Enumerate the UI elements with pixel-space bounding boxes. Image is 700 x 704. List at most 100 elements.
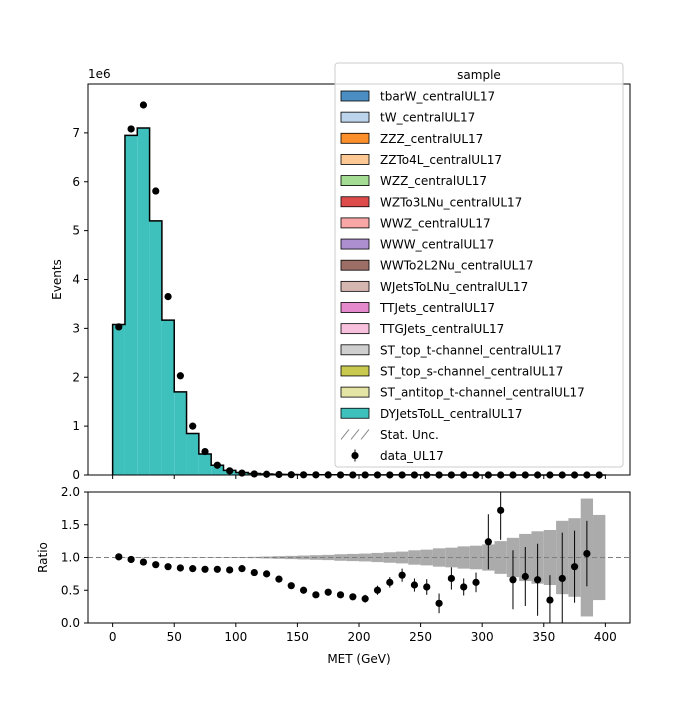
legend: sampletbarW_centralUL17tW_centralUL17ZZZ… <box>335 63 623 467</box>
legend-label: WJetsToLNu_centralUL17 <box>380 280 528 294</box>
legend-swatch <box>341 154 369 164</box>
ratio-x-tick-label: 250 <box>409 630 432 644</box>
ratio-point <box>472 579 479 586</box>
ratio-point <box>312 591 319 598</box>
legend-label: TTJets_centralUL17 <box>379 301 495 315</box>
ratio-point <box>128 556 135 563</box>
ratio-y-tick-label: 2.0 <box>61 485 80 499</box>
legend-label: WWTo2L2Nu_centralUL17 <box>380 259 534 273</box>
legend-label: tbarW_centralUL17 <box>380 90 495 104</box>
data-point <box>238 469 245 476</box>
ratio-point <box>275 576 282 583</box>
ratio-point <box>226 566 233 573</box>
data-point <box>251 470 258 477</box>
ratio-x-axis-label: MET (GeV) <box>327 652 390 666</box>
main-y-tick-label: 7 <box>72 126 80 140</box>
ratio-x-tick-label: 100 <box>224 630 247 644</box>
ratio-point <box>522 573 529 580</box>
main-y-offset-label: 1e6 <box>88 67 111 81</box>
histogram-bar <box>113 324 125 475</box>
ratio-x-tick-label: 350 <box>532 630 555 644</box>
data-point <box>226 467 233 474</box>
ratio-point <box>571 563 578 570</box>
ratio-point <box>374 587 381 594</box>
legend-label: DYJetsToLL_centralUL17 <box>380 407 522 421</box>
ratio-x-tick-label: 200 <box>348 630 371 644</box>
legend-swatch <box>341 260 369 270</box>
legend-entry: WWW_centralUL17 <box>341 238 494 252</box>
legend-entry: ZZTo4L_centralUL17 <box>341 153 502 167</box>
ratio-point <box>349 593 356 600</box>
legend-label: WWW_centralUL17 <box>380 238 494 252</box>
ratio-point <box>300 587 307 594</box>
legend-swatch <box>341 303 369 313</box>
ratio-point <box>263 570 270 577</box>
ratio-point <box>201 566 208 573</box>
histogram-bar <box>187 433 199 475</box>
legend-entry: TTGJets_centralUL17 <box>341 322 504 336</box>
ratio-point <box>460 583 467 590</box>
data-point <box>214 462 221 469</box>
ratio-point <box>423 583 430 590</box>
legend-swatch <box>341 366 369 376</box>
legend-label: tW_centralUL17 <box>380 111 475 125</box>
data-point <box>201 448 208 455</box>
legend-label: ST_top_t-channel_centralUL17 <box>380 343 562 357</box>
data-point <box>140 101 147 108</box>
ratio-point <box>485 538 492 545</box>
ratio-point <box>534 576 541 583</box>
legend-entry: WZTo3LNu_centralUL17 <box>341 195 522 209</box>
legend-entry: DYJetsToLL_centralUL17 <box>341 407 522 421</box>
data-point <box>189 423 196 430</box>
data-point <box>164 293 171 300</box>
ratio-point <box>337 591 344 598</box>
ratio-point <box>386 579 393 586</box>
legend-label: Stat. Unc. <box>380 428 439 442</box>
ratio-y-tick-label: 1.0 <box>61 551 80 565</box>
data-point <box>115 323 122 330</box>
legend-swatch <box>341 408 369 418</box>
legend-label: WZTo3LNu_centralUL17 <box>380 195 522 209</box>
main-y-tick-label: 3 <box>72 321 80 335</box>
histogram-bar <box>199 454 211 475</box>
main-y-tick-label: 2 <box>72 370 80 384</box>
ratio-point <box>448 575 455 582</box>
legend-swatch <box>341 218 369 228</box>
ratio-point <box>325 589 332 596</box>
legend-swatch <box>341 176 369 186</box>
legend-entry: WZZ_centralUL17 <box>341 174 487 188</box>
legend-label: data_UL17 <box>380 449 444 463</box>
histogram-bar <box>125 135 137 475</box>
ratio-x-tick-label: 400 <box>594 630 617 644</box>
ratio-point <box>214 566 221 573</box>
ratio-point <box>399 572 406 579</box>
ratio-point <box>497 507 504 514</box>
legend-swatch <box>341 239 369 249</box>
ratio-point <box>251 569 258 576</box>
ratio-point <box>189 565 196 572</box>
legend-swatch <box>341 112 369 122</box>
ratio-point <box>238 565 245 572</box>
ratio-x-tick-label: 0 <box>109 630 117 644</box>
data-point <box>152 187 159 194</box>
legend-entry: ZZZ_centralUL17 <box>341 132 483 146</box>
histogram-bar <box>174 392 186 475</box>
legend-entry: WWZ_centralUL17 <box>341 216 491 230</box>
ratio-x-tick-label: 50 <box>167 630 182 644</box>
ratio-point <box>152 561 159 568</box>
ratio-x-tick-label: 150 <box>286 630 309 644</box>
data-point <box>128 125 135 132</box>
legend-swatch <box>341 345 369 355</box>
legend-swatch <box>341 387 369 397</box>
legend-label: ST_top_s-channel_centralUL17 <box>380 364 563 378</box>
main-y-tick-label: 0 <box>72 468 80 482</box>
main-y-tick-label: 6 <box>72 175 80 189</box>
ratio-point <box>140 558 147 565</box>
legend-swatch <box>341 133 369 143</box>
ratio-y-tick-label: 0.5 <box>61 583 80 597</box>
